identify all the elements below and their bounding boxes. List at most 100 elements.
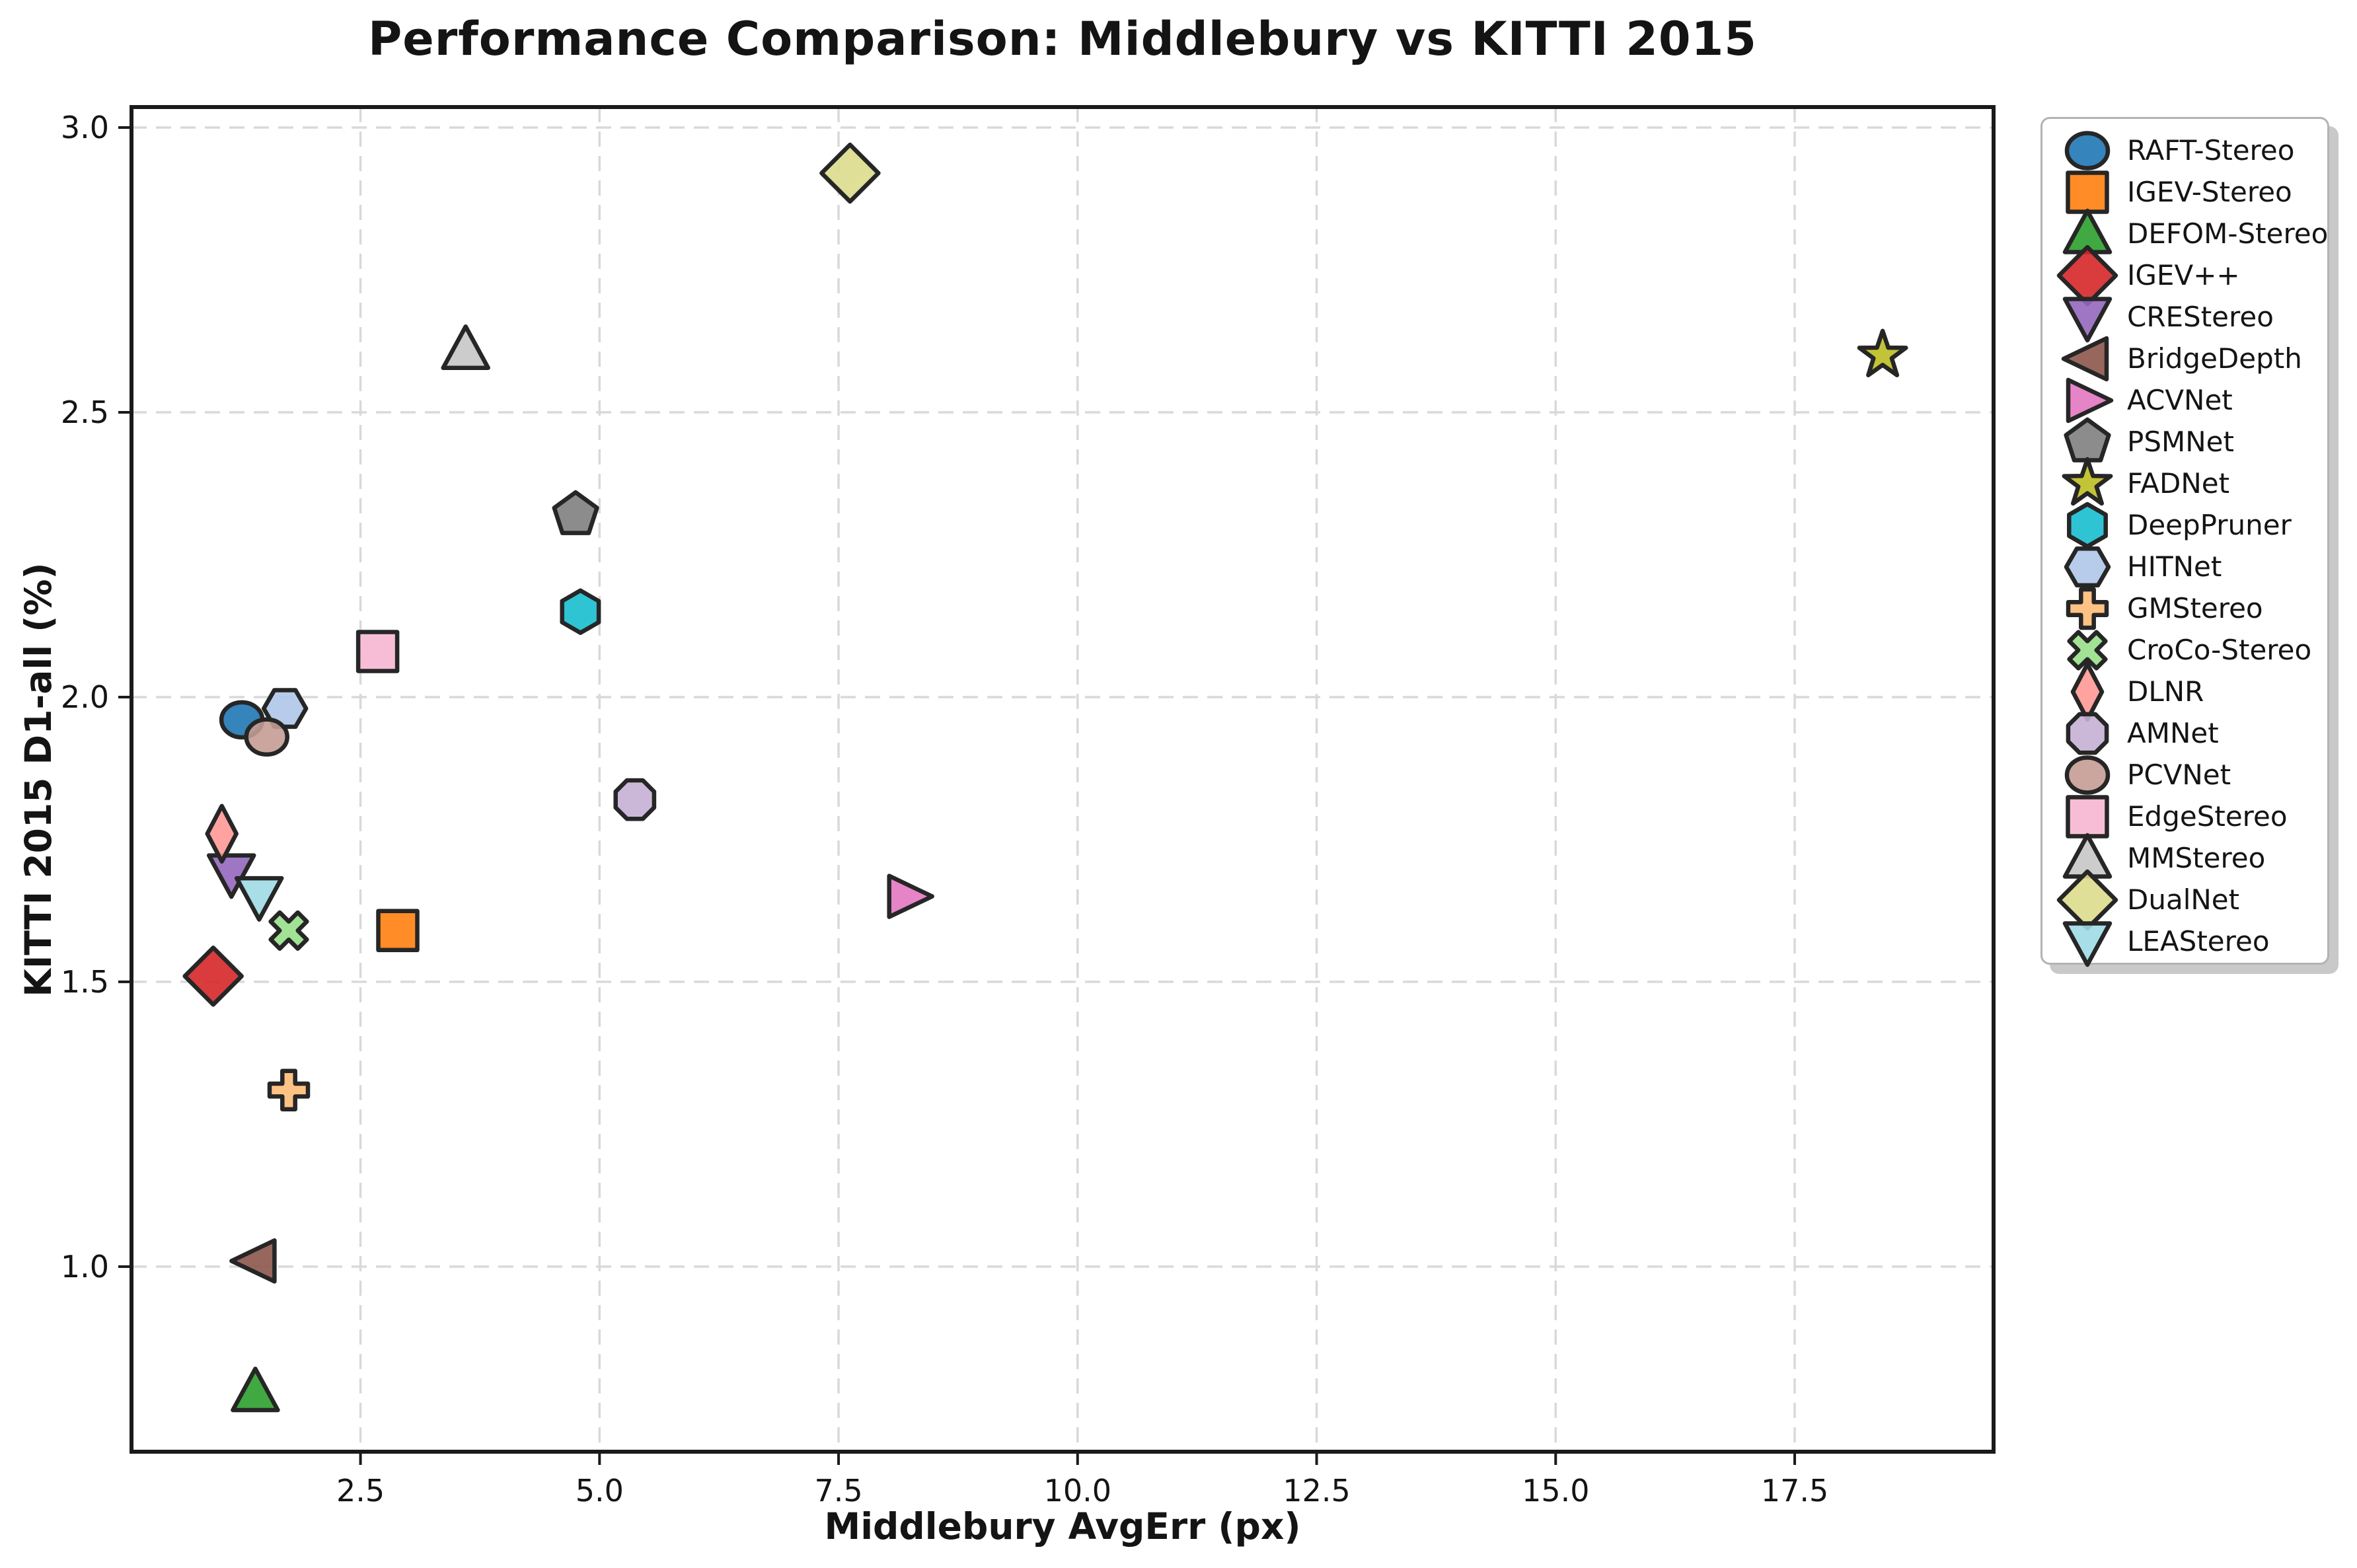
- DLNR-marker: [205, 803, 239, 864]
- point-DLNR: [205, 803, 239, 864]
- y-tick-label-1.0: 1.0: [61, 1249, 109, 1285]
- legend-item-MMStereo: MMStereo: [2057, 833, 2327, 879]
- DLNR-legend-marker-icon: [2070, 661, 2105, 722]
- FADNet-marker: [1857, 328, 1908, 377]
- IGEV++-marker: [182, 946, 244, 1007]
- y-tick-label-1.5: 1.5: [61, 964, 109, 1000]
- legend-label: DLNR: [2127, 675, 2204, 708]
- AMNet-marker: [613, 778, 657, 821]
- legend-label: ACVNet: [2127, 384, 2233, 416]
- legend-label: PCVNet: [2127, 759, 2231, 791]
- legend: RAFT-Stereo IGEV-Stereo DEFOM-Stereo IGEV++…: [2040, 117, 2329, 967]
- legend-label: LEAStereo: [2127, 925, 2270, 957]
- legend-label: FADNet: [2127, 467, 2230, 500]
- point-LEAStereo: [234, 876, 284, 922]
- legend-label: AMNet: [2127, 717, 2219, 749]
- AMNet-legend-marker-icon: [2066, 712, 2109, 755]
- PSMNet-marker: [552, 490, 599, 535]
- y-tick-label-3.0: 3.0: [61, 110, 109, 145]
- EdgeStereo-legend-marker: [2066, 794, 2109, 839]
- point-EdgeStereo: [355, 630, 400, 673]
- ACVNet-legend-marker-icon: [2066, 377, 2114, 423]
- HITNet-legend-marker-icon: [2064, 546, 2111, 587]
- legend-label: BridgeDepth: [2127, 342, 2302, 375]
- x-tick-label-15.0: 15.0: [1522, 1473, 1589, 1509]
- PSMNet-legend-marker-icon: [2064, 417, 2111, 463]
- point-DEFOM-Stereo: [231, 1366, 280, 1413]
- IGEV-Stereo-legend-marker-icon: [2066, 170, 2109, 214]
- ACVNet-legend-marker: [2066, 377, 2114, 423]
- HITNet-legend-marker: [2064, 546, 2111, 587]
- GMStereo-legend-marker-icon: [2066, 587, 2109, 630]
- PCVNet-legend-marker: [2064, 755, 2111, 795]
- legend-item-CroCo-Stereo: CroCo-Stereo: [2057, 629, 2327, 671]
- LEAStereo-legend-marker-icon: [2062, 920, 2113, 967]
- ACVNet-marker: [887, 874, 934, 919]
- legend-item-HITNet: HITNet: [2057, 546, 2327, 587]
- axis-ticks: 2.5 5.0 7.5 10.0 12.5 15.0 17.5 1.0 1.5 2.0 2.5 3.0: [61, 110, 1828, 1509]
- legend-item-PSMNet: PSMNet: [2057, 417, 2327, 463]
- point-FADNet: [1857, 328, 1908, 377]
- CroCo-Stereo-marker: [268, 910, 309, 951]
- point-DeepPruner: [560, 588, 601, 635]
- legend-item-DEFOM-Stereo: DEFOM-Stereo: [2057, 208, 2328, 254]
- legend-label: MMStereo: [2127, 842, 2266, 874]
- data-points: [182, 142, 1908, 1413]
- legend-label: DualNet: [2127, 883, 2240, 916]
- IGEV-Stereo-marker: [376, 909, 420, 953]
- legend-item-AMNet: AMNet: [2057, 712, 2327, 755]
- legend-label: IGEV++: [2127, 259, 2240, 291]
- legend-item-IGEV-Stereo: IGEV-Stereo: [2057, 170, 2327, 214]
- legend-label: EdgeStereo: [2127, 800, 2288, 833]
- y-tick-label-2.0: 2.0: [61, 679, 109, 715]
- y-tick-label-2.5: 2.5: [61, 394, 109, 430]
- y-axis-label: KITTI 2015 D1-all (%): [17, 562, 59, 997]
- EdgeStereo-marker: [355, 630, 400, 673]
- RAFT-Stereo-legend-marker-icon: [2064, 130, 2111, 170]
- legend-item-BridgeDepth: BridgeDepth: [2057, 336, 2327, 381]
- point-PCVNet: [244, 717, 289, 757]
- legend-label: RAFT-Stereo: [2127, 134, 2295, 167]
- legend-item-FADNet: FADNet: [2057, 457, 2327, 505]
- x-tick-label-2.5: 2.5: [336, 1473, 385, 1509]
- LEAStereo-legend-marker: [2062, 920, 2113, 967]
- LEAStereo-marker: [234, 876, 284, 922]
- DeepPruner-legend-marker-icon: [2067, 502, 2108, 548]
- DLNR-legend-marker: [2070, 661, 2105, 722]
- legend-label: DeepPruner: [2127, 509, 2292, 541]
- legend-item-GMStereo: GMStereo: [2057, 587, 2327, 630]
- legend-item-PCVNet: PCVNet: [2057, 754, 2327, 796]
- RAFT-Stereo-legend-marker: [2064, 130, 2111, 170]
- legend-label: IGEV-Stereo: [2127, 176, 2292, 208]
- IGEV-Stereo-legend-marker: [2066, 170, 2109, 214]
- EdgeStereo-legend-marker-icon: [2066, 794, 2109, 839]
- x-axis-label: Middlebury AvgErr (px): [824, 1505, 1301, 1548]
- point-MMStereo: [441, 324, 490, 370]
- MMStereo-marker: [441, 324, 490, 370]
- point-CroCo-Stereo: [268, 910, 309, 951]
- CREStereo-legend-marker-icon: [2062, 296, 2113, 342]
- FADNet-legend-marker-icon: [2062, 457, 2113, 505]
- point-GMStereo: [267, 1068, 311, 1111]
- plot-border: [130, 105, 1996, 1454]
- chart-title: Performance Comparison: Middlebury vs KI…: [367, 12, 1758, 66]
- DeepPruner-marker: [560, 588, 601, 635]
- point-BridgeDepth: [229, 1238, 277, 1284]
- DeepPruner-legend-marker: [2067, 502, 2108, 548]
- legend-label: HITNet: [2127, 550, 2222, 583]
- DEFOM-Stereo-marker: [231, 1366, 280, 1413]
- GMStereo-marker: [267, 1068, 311, 1111]
- legend-item-LEAStereo: LEAStereo: [2057, 920, 2327, 967]
- x-tick-label-10.0: 10.0: [1044, 1473, 1111, 1509]
- GMStereo-legend-marker: [2066, 587, 2109, 630]
- CREStereo-legend-marker: [2062, 296, 2113, 342]
- x-tick-label-12.5: 12.5: [1283, 1473, 1350, 1509]
- legend-item-RAFT-Stereo: RAFT-Stereo: [2057, 130, 2327, 171]
- point-DualNet: [819, 142, 881, 204]
- BridgeDepth-legend-marker-icon: [2061, 336, 2109, 381]
- legend-item-CREStereo: CREStereo: [2057, 296, 2327, 342]
- gridlines: [131, 107, 1994, 1452]
- legend-label: CREStereo: [2127, 301, 2274, 333]
- FADNet-legend-marker: [2062, 457, 2113, 505]
